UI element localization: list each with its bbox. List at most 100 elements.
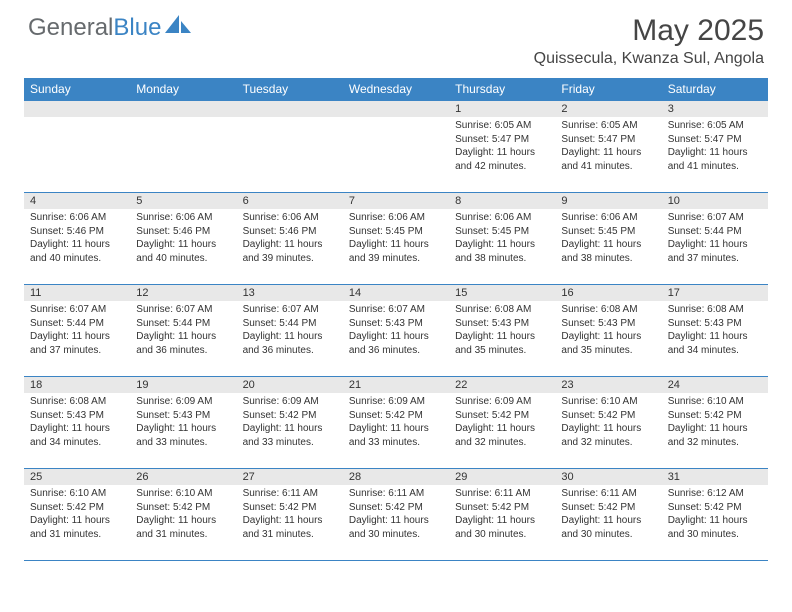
day-info-line: Sunset: 5:44 PM bbox=[136, 317, 230, 331]
day-number: 1 bbox=[449, 101, 555, 117]
calendar-day-cell: 11Sunrise: 6:07 AMSunset: 5:44 PMDayligh… bbox=[24, 285, 130, 377]
day-info-line: Sunrise: 6:09 AM bbox=[136, 395, 230, 409]
calendar-day-cell: 25Sunrise: 6:10 AMSunset: 5:42 PMDayligh… bbox=[24, 469, 130, 561]
day-number: 5 bbox=[130, 193, 236, 209]
day-info-line: Sunrise: 6:06 AM bbox=[455, 211, 549, 225]
calendar-day-cell: 12Sunrise: 6:07 AMSunset: 5:44 PMDayligh… bbox=[130, 285, 236, 377]
day-info-line: Sunset: 5:42 PM bbox=[668, 501, 762, 515]
calendar-week-row: 25Sunrise: 6:10 AMSunset: 5:42 PMDayligh… bbox=[24, 469, 768, 561]
weekday-header: Monday bbox=[130, 78, 236, 101]
day-number: 3 bbox=[662, 101, 768, 117]
day-number: 20 bbox=[237, 377, 343, 393]
weekday-header: Friday bbox=[555, 78, 661, 101]
day-info-line: Sunrise: 6:11 AM bbox=[243, 487, 337, 501]
calendar-day-cell: 26Sunrise: 6:10 AMSunset: 5:42 PMDayligh… bbox=[130, 469, 236, 561]
day-info-line: and 36 minutes. bbox=[243, 344, 337, 358]
day-info-line: Sunrise: 6:07 AM bbox=[136, 303, 230, 317]
day-number: 7 bbox=[343, 193, 449, 209]
day-info-line: Daylight: 11 hours bbox=[30, 330, 124, 344]
day-number: 13 bbox=[237, 285, 343, 301]
day-number: 2 bbox=[555, 101, 661, 117]
calendar-week-row: 1Sunrise: 6:05 AMSunset: 5:47 PMDaylight… bbox=[24, 101, 768, 193]
day-info-line: Sunrise: 6:11 AM bbox=[349, 487, 443, 501]
day-info-line: and 37 minutes. bbox=[30, 344, 124, 358]
day-info-line: Sunset: 5:47 PM bbox=[668, 133, 762, 147]
day-info-line: and 33 minutes. bbox=[349, 436, 443, 450]
calendar-table: SundayMondayTuesdayWednesdayThursdayFrid… bbox=[24, 78, 768, 561]
day-info-line: Daylight: 11 hours bbox=[668, 238, 762, 252]
calendar-week-row: 18Sunrise: 6:08 AMSunset: 5:43 PMDayligh… bbox=[24, 377, 768, 469]
day-content bbox=[24, 117, 130, 121]
day-info-line: Sunset: 5:42 PM bbox=[561, 409, 655, 423]
day-info-line: and 40 minutes. bbox=[30, 252, 124, 266]
day-number: 10 bbox=[662, 193, 768, 209]
day-info-line: Sunset: 5:46 PM bbox=[136, 225, 230, 239]
day-info-line: Sunset: 5:45 PM bbox=[561, 225, 655, 239]
day-info-line: Sunset: 5:44 PM bbox=[30, 317, 124, 331]
day-info-line: Daylight: 11 hours bbox=[243, 238, 337, 252]
calendar-day-cell: 14Sunrise: 6:07 AMSunset: 5:43 PMDayligh… bbox=[343, 285, 449, 377]
day-info-line: Daylight: 11 hours bbox=[30, 422, 124, 436]
day-info-line: Daylight: 11 hours bbox=[668, 146, 762, 160]
calendar-day-cell bbox=[130, 101, 236, 193]
calendar-day-cell: 7Sunrise: 6:06 AMSunset: 5:45 PMDaylight… bbox=[343, 193, 449, 285]
day-content: Sunrise: 6:09 AMSunset: 5:42 PMDaylight:… bbox=[237, 393, 343, 451]
day-info-line: and 34 minutes. bbox=[30, 436, 124, 450]
day-info-line: and 36 minutes. bbox=[136, 344, 230, 358]
day-info-line: Daylight: 11 hours bbox=[243, 514, 337, 528]
day-number bbox=[237, 101, 343, 117]
day-info-line: Sunrise: 6:11 AM bbox=[455, 487, 549, 501]
day-info-line: Daylight: 11 hours bbox=[668, 422, 762, 436]
day-content: Sunrise: 6:11 AMSunset: 5:42 PMDaylight:… bbox=[449, 485, 555, 543]
calendar-day-cell: 13Sunrise: 6:07 AMSunset: 5:44 PMDayligh… bbox=[237, 285, 343, 377]
calendar-day-cell: 21Sunrise: 6:09 AMSunset: 5:42 PMDayligh… bbox=[343, 377, 449, 469]
day-number: 21 bbox=[343, 377, 449, 393]
day-content: Sunrise: 6:08 AMSunset: 5:43 PMDaylight:… bbox=[555, 301, 661, 359]
logo: GeneralBlue bbox=[28, 14, 191, 42]
day-info-line: Daylight: 11 hours bbox=[243, 330, 337, 344]
day-info-line: Sunrise: 6:07 AM bbox=[30, 303, 124, 317]
sail-icon bbox=[165, 14, 191, 42]
calendar-body: 1Sunrise: 6:05 AMSunset: 5:47 PMDaylight… bbox=[24, 101, 768, 561]
calendar-day-cell: 15Sunrise: 6:08 AMSunset: 5:43 PMDayligh… bbox=[449, 285, 555, 377]
day-number: 26 bbox=[130, 469, 236, 485]
day-info-line: and 38 minutes. bbox=[455, 252, 549, 266]
day-number: 14 bbox=[343, 285, 449, 301]
day-content: Sunrise: 6:11 AMSunset: 5:42 PMDaylight:… bbox=[237, 485, 343, 543]
day-info-line: Sunrise: 6:06 AM bbox=[136, 211, 230, 225]
day-info-line: and 30 minutes. bbox=[455, 528, 549, 542]
day-info-line: Sunset: 5:42 PM bbox=[349, 501, 443, 515]
day-info-line: Daylight: 11 hours bbox=[561, 422, 655, 436]
day-info-line: Daylight: 11 hours bbox=[455, 514, 549, 528]
day-content: Sunrise: 6:06 AMSunset: 5:46 PMDaylight:… bbox=[130, 209, 236, 267]
day-info-line: Sunset: 5:45 PM bbox=[349, 225, 443, 239]
day-number: 31 bbox=[662, 469, 768, 485]
calendar-day-cell: 8Sunrise: 6:06 AMSunset: 5:45 PMDaylight… bbox=[449, 193, 555, 285]
day-number: 25 bbox=[24, 469, 130, 485]
day-info-line: Sunrise: 6:08 AM bbox=[455, 303, 549, 317]
day-info-line: and 38 minutes. bbox=[561, 252, 655, 266]
day-info-line: and 31 minutes. bbox=[136, 528, 230, 542]
day-number: 27 bbox=[237, 469, 343, 485]
day-info-line: and 32 minutes. bbox=[455, 436, 549, 450]
day-content: Sunrise: 6:06 AMSunset: 5:45 PMDaylight:… bbox=[343, 209, 449, 267]
calendar-day-cell: 28Sunrise: 6:11 AMSunset: 5:42 PMDayligh… bbox=[343, 469, 449, 561]
logo-text-2: Blue bbox=[113, 14, 161, 42]
day-info-line: Sunrise: 6:09 AM bbox=[349, 395, 443, 409]
day-info-line: and 42 minutes. bbox=[455, 160, 549, 174]
day-number: 12 bbox=[130, 285, 236, 301]
day-content: Sunrise: 6:07 AMSunset: 5:43 PMDaylight:… bbox=[343, 301, 449, 359]
day-info-line: Sunset: 5:44 PM bbox=[668, 225, 762, 239]
day-content: Sunrise: 6:05 AMSunset: 5:47 PMDaylight:… bbox=[449, 117, 555, 175]
day-number bbox=[24, 101, 130, 117]
day-info-line: and 31 minutes. bbox=[30, 528, 124, 542]
calendar-week-row: 4Sunrise: 6:06 AMSunset: 5:46 PMDaylight… bbox=[24, 193, 768, 285]
day-number: 9 bbox=[555, 193, 661, 209]
calendar-day-cell: 31Sunrise: 6:12 AMSunset: 5:42 PMDayligh… bbox=[662, 469, 768, 561]
day-info-line: Daylight: 11 hours bbox=[349, 514, 443, 528]
day-info-line: Sunrise: 6:10 AM bbox=[668, 395, 762, 409]
day-info-line: Sunrise: 6:07 AM bbox=[349, 303, 443, 317]
day-content: Sunrise: 6:12 AMSunset: 5:42 PMDaylight:… bbox=[662, 485, 768, 543]
day-number bbox=[343, 101, 449, 117]
day-info-line: and 39 minutes. bbox=[243, 252, 337, 266]
